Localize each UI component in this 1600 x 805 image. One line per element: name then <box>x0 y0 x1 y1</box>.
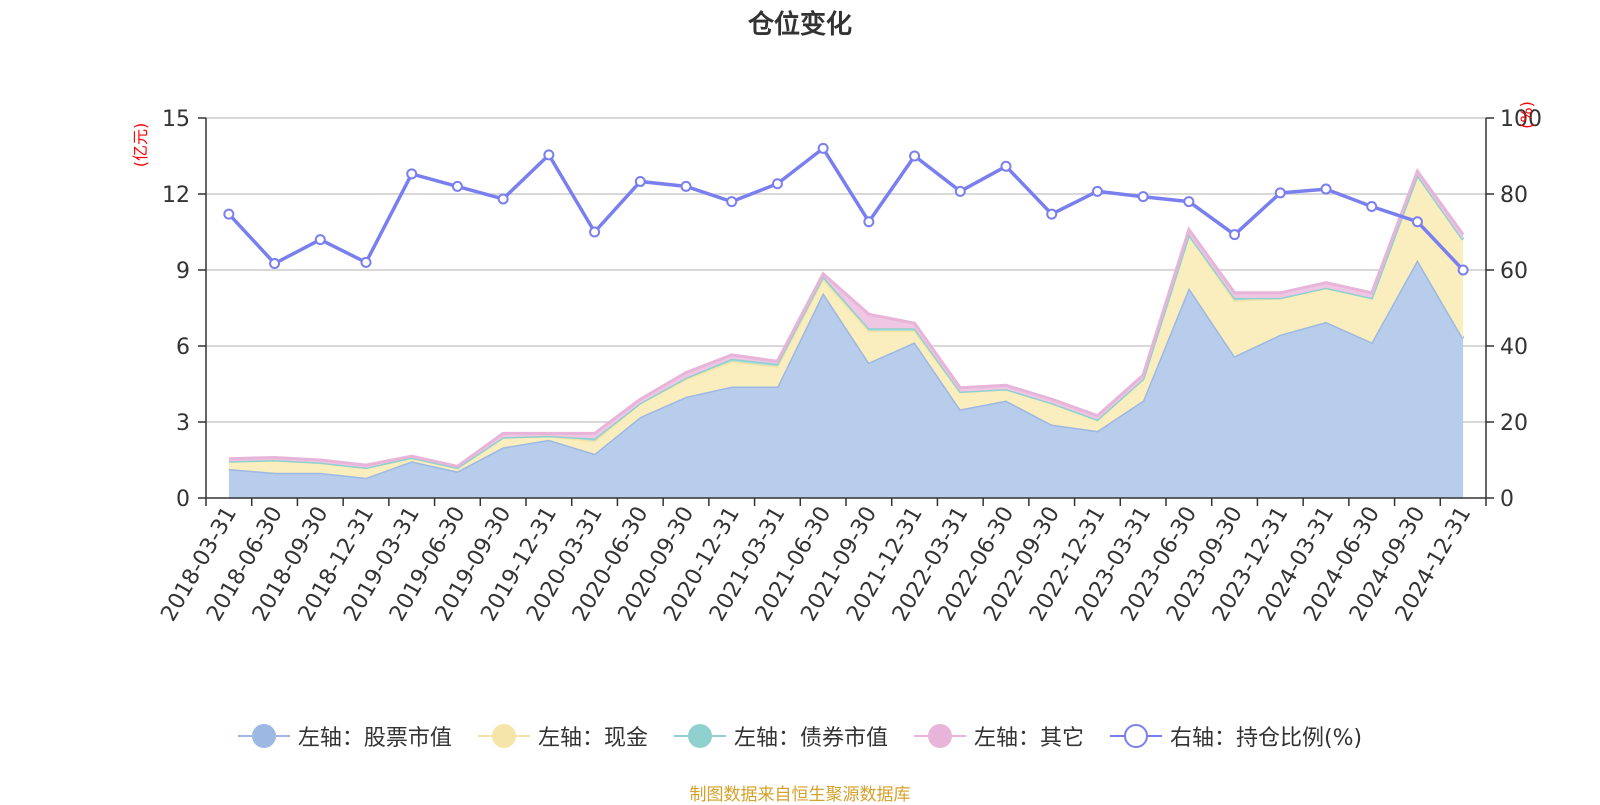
right-axis-tick-label: 0 <box>1500 487 1514 512</box>
legend-marker-icon <box>1109 724 1162 748</box>
left-axis-tick-label: 0 <box>176 487 190 512</box>
legend-item[interactable]: 左轴：股票市值 <box>237 720 452 752</box>
position-ratio-point <box>1366 201 1378 213</box>
right-axis-tick-label: 100 <box>1500 107 1542 132</box>
position-ratio-point <box>1320 183 1332 195</box>
right-axis-label: (%) <box>1517 101 1536 129</box>
legend-label: 左轴：现金 <box>537 726 648 751</box>
right-axis-tick-label: 80 <box>1500 183 1528 208</box>
position-ratio-point <box>1000 160 1012 172</box>
left-axis-label: (亿元) <box>131 123 150 168</box>
legend-item[interactable]: 左轴：其它 <box>913 720 1084 752</box>
position-ratio-line <box>227 145 1465 272</box>
right-axis-tick-label: 20 <box>1500 411 1528 436</box>
position-ratio-point <box>680 180 692 192</box>
right-axis-tick-label: 40 <box>1500 335 1528 360</box>
area-series-2 <box>228 175 1464 478</box>
position-ratio-point <box>543 149 555 161</box>
legend-item[interactable]: 右轴：持仓比例(%) <box>1109 720 1363 752</box>
chart-legend: 左轴：股票市值 左轴：现金 左轴：债券市值 左轴：其它 右轴：持仓比例(%) <box>0 720 1600 752</box>
position-ratio-point <box>863 216 875 228</box>
left-axis-tick-label: 6 <box>176 335 190 360</box>
position-ratio-point <box>269 258 281 270</box>
legend-label: 左轴：其它 <box>973 726 1084 751</box>
left-axis-tick-label: 9 <box>176 259 190 284</box>
position-ratio-point <box>451 180 463 192</box>
position-ratio-point <box>817 142 829 154</box>
legend-marker-icon <box>673 724 726 748</box>
position-ratio-point <box>360 256 372 268</box>
position-ratio-point <box>1183 196 1195 208</box>
legend-label: 右轴：持仓比例(%) <box>1169 726 1363 751</box>
position-ratio-point <box>634 175 646 187</box>
position-ratio-point <box>589 226 601 238</box>
data-source-note: 制图数据来自恒生聚源数据库 <box>689 785 911 805</box>
left-axis-tick-label: 12 <box>162 183 190 208</box>
position-ratio-point <box>771 178 783 190</box>
position-ratio-point <box>314 234 326 246</box>
position-ratio-point <box>1137 191 1149 203</box>
left-axis-tick-label: 3 <box>176 411 190 436</box>
legend-marker-icon <box>913 724 966 748</box>
right-axis-tick-label: 60 <box>1500 259 1528 284</box>
legend-label: 左轴：债券市值 <box>733 726 888 751</box>
position-ratio-point <box>1274 187 1286 199</box>
position-ratio-point <box>1411 216 1423 228</box>
position-ratio-point <box>909 150 921 162</box>
chart-title: 仓位变化 <box>747 10 852 40</box>
position-ratio-point <box>726 196 738 208</box>
left-axis-tick-label: 15 <box>162 107 190 132</box>
position-ratio-point <box>497 193 509 205</box>
legend-item[interactable]: 左轴：现金 <box>477 720 648 752</box>
area-series-1 <box>228 259 1464 498</box>
legend-item[interactable]: 左轴：债券市值 <box>673 720 888 752</box>
position-ratio-point <box>1457 264 1469 276</box>
position-ratio-point <box>1091 185 1103 197</box>
position-ratio-point <box>954 185 966 197</box>
legend-marker-icon <box>237 724 290 748</box>
position-ratio-point <box>1046 208 1058 220</box>
position-ratio-point <box>406 168 418 180</box>
position-ratio-point <box>1229 229 1241 241</box>
legend-label: 左轴：股票市值 <box>297 726 452 751</box>
area-line-series-4 <box>228 168 1465 468</box>
legend-marker-icon <box>477 724 530 748</box>
position-ratio-point <box>223 208 235 220</box>
